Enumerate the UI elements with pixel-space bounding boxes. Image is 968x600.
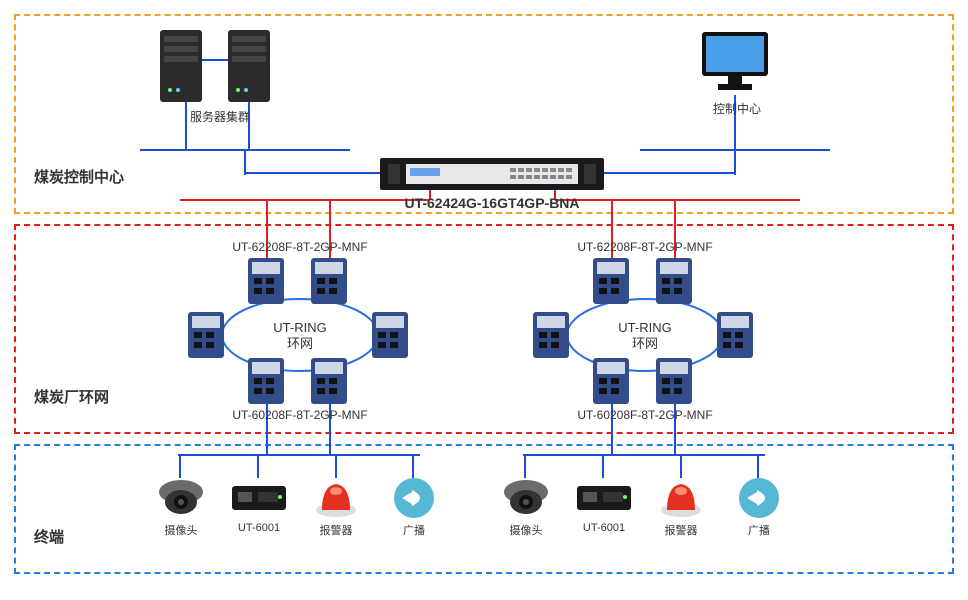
- label-serial-l: UT-6001: [232, 522, 286, 534]
- core-switch: [380, 158, 604, 195]
- ring-switch-r-bot-a: [593, 358, 629, 409]
- zone-label-ring: 煤炭厂环网: [34, 386, 109, 407]
- label-server-cluster: 服务器集群: [180, 108, 260, 125]
- zone-terminal: 终端: [14, 444, 954, 574]
- terminal-cam-l: [156, 478, 206, 523]
- monitor: [700, 30, 770, 100]
- ring-switch-l-side-b: [372, 312, 408, 363]
- label-serial-r: UT-6001: [577, 522, 631, 534]
- label-alarm-l: 报警器: [314, 522, 358, 538]
- ring-text-l: UT-RING 环网: [268, 320, 332, 351]
- ring-text-r: UT-RING 环网: [613, 320, 677, 351]
- server-left: [160, 30, 202, 107]
- label-access-l: UT-60208F-8T-2GP-MNF: [210, 408, 390, 422]
- label-cam-l: 摄像头: [158, 522, 204, 538]
- label-control-room: 控制中心: [702, 100, 772, 117]
- ring-switch-r-side-b: [717, 312, 753, 363]
- ring-switch-l-side-a: [188, 312, 224, 363]
- ring-switch-r-bot-b: [656, 358, 692, 409]
- ring-switch-l-top-a: [248, 258, 284, 309]
- label-core-switch: UT-62424G-16GT4GP-BNA: [380, 195, 604, 211]
- label-ring-switch-r: UT-62208F-8T-2GP-MNF: [555, 240, 735, 254]
- label-speaker-l: 广播: [392, 522, 436, 538]
- ring-switch-l-bot-b: [311, 358, 347, 409]
- server-right: [228, 30, 270, 107]
- terminal-alarm-l: [314, 476, 358, 523]
- label-cam-r: 摄像头: [503, 522, 549, 538]
- zone-ring-network: 煤炭厂环网: [14, 224, 954, 434]
- zone-label-control: 煤炭控制中心: [34, 166, 124, 187]
- ring-switch-l-bot-a: [248, 358, 284, 409]
- terminal-speaker-r: [737, 478, 781, 523]
- terminal-cam-r: [501, 478, 551, 523]
- ring-switch-l-top-b: [311, 258, 347, 309]
- terminal-speaker-l: [392, 478, 436, 523]
- label-speaker-r: 广播: [737, 522, 781, 538]
- ring-switch-r-side-a: [533, 312, 569, 363]
- terminal-serial-l: [232, 486, 286, 519]
- ring-switch-r-top-a: [593, 258, 629, 309]
- label-access-r: UT-60208F-8T-2GP-MNF: [555, 408, 735, 422]
- label-alarm-r: 报警器: [659, 522, 703, 538]
- terminal-serial-r: [577, 486, 631, 519]
- ring-switch-r-top-b: [656, 258, 692, 309]
- label-ring-switch-l: UT-62208F-8T-2GP-MNF: [210, 240, 390, 254]
- terminal-alarm-r: [659, 476, 703, 523]
- zone-label-terminal: 终端: [34, 526, 64, 547]
